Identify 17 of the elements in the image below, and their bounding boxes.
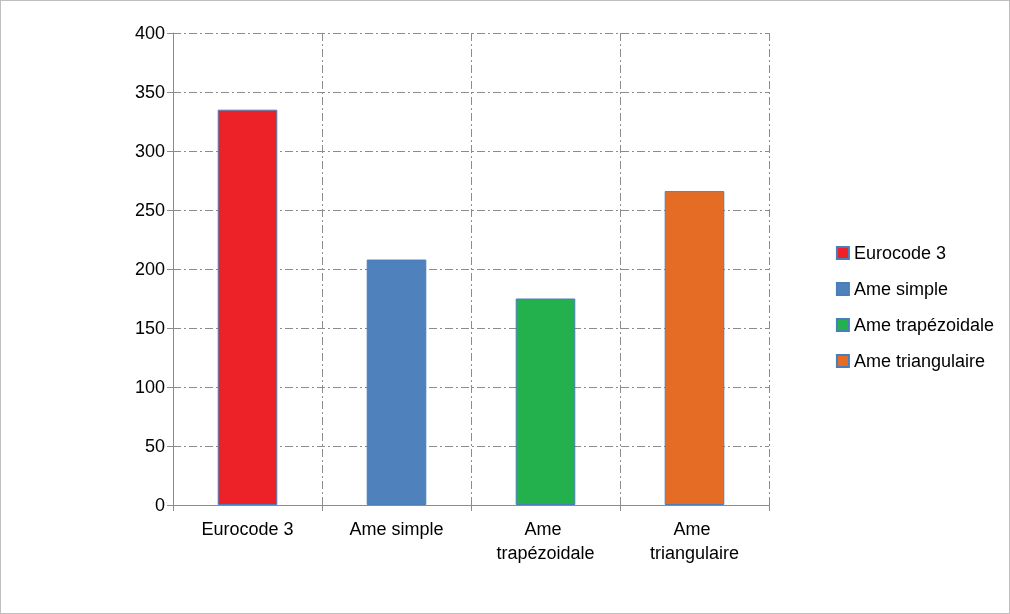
x-tick-label: Eurocode 3	[201, 519, 294, 539]
x-tick-label: Ame trapézoidale	[496, 519, 595, 563]
y-tick-label: 250	[134, 200, 165, 220]
y-tick-label: 300	[134, 141, 165, 161]
y-tick-label: 400	[134, 23, 165, 43]
legend-label: Ame trapézoidale	[853, 315, 995, 335]
y-tick-label: 50	[144, 436, 165, 456]
x-tick-label: Ame simple	[349, 519, 444, 539]
legend-label: Eurocode 3	[853, 243, 946, 263]
y-tick-label: 150	[134, 318, 165, 338]
x-tick-label: Ame triangulaire	[649, 519, 740, 563]
y-tick-label: 100	[134, 377, 165, 397]
legend-label: Ame simple	[853, 279, 948, 299]
y-tick-label: 0	[154, 495, 165, 515]
legend-label: Ame triangulaire	[853, 351, 985, 371]
y-tick-label: 200	[134, 259, 165, 279]
y-tick-label: 350	[134, 82, 165, 102]
